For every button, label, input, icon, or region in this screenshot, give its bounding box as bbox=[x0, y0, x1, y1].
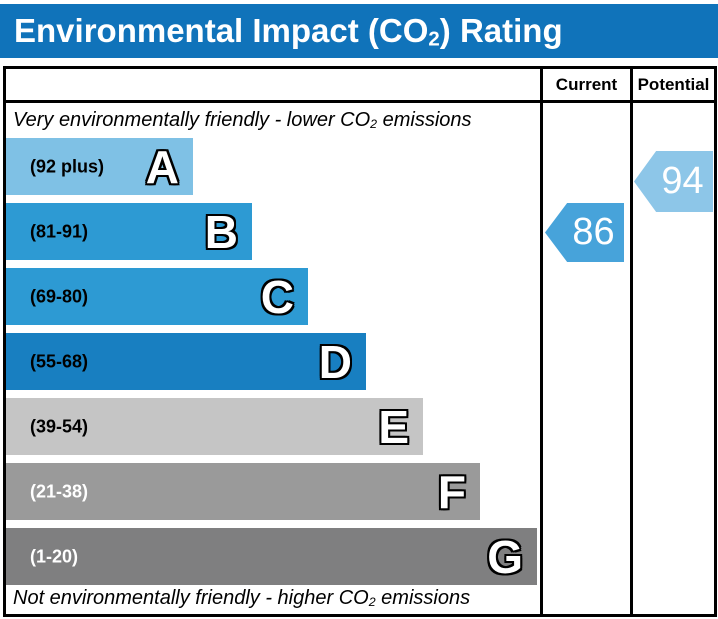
top-note-text: Very environmentally friendly - lower CO bbox=[13, 109, 371, 131]
band-letter: F bbox=[437, 465, 466, 518]
page-title: Environmental Impact (CO2) Rating bbox=[14, 4, 563, 58]
column-header-potential: Potential bbox=[637, 75, 710, 94]
bottom-note: Not environmentally friendly - higher CO… bbox=[13, 584, 470, 613]
band-letter: D bbox=[318, 335, 352, 388]
band-row-d: (55-68) D bbox=[6, 333, 366, 390]
top-note-suffix: emissions bbox=[377, 109, 472, 131]
band-range-label: (1-20) bbox=[30, 546, 79, 566]
title-bar: Environmental Impact (CO2) Rating bbox=[0, 4, 718, 58]
band-row-b: (81-91) B bbox=[6, 203, 252, 260]
band-range-label: (55-68) bbox=[30, 351, 89, 371]
band-letter: A bbox=[145, 140, 179, 193]
band-range-label: (92 plus) bbox=[30, 156, 105, 176]
page-title-text: Environmental Impact (CO bbox=[14, 12, 429, 49]
top-note-subscript: 2 bbox=[370, 117, 378, 132]
header-underline bbox=[3, 100, 717, 103]
band-range-label: (69-80) bbox=[30, 286, 89, 306]
potential-rating-value: 94 bbox=[661, 160, 704, 202]
band-letter: C bbox=[260, 270, 294, 323]
band-letter: B bbox=[204, 205, 238, 258]
column-divider-main-current bbox=[540, 66, 543, 617]
band-row-f: (21-38) F bbox=[6, 463, 480, 520]
page-title-suffix: ) Rating bbox=[439, 12, 563, 49]
column-header-current: Current bbox=[555, 75, 618, 94]
bottom-note-subscript: 2 bbox=[368, 595, 376, 610]
page-title-subscript: 2 bbox=[428, 27, 440, 51]
band-row-c: (69-80) C bbox=[6, 268, 308, 325]
bottom-note-suffix: emissions bbox=[375, 587, 471, 609]
band-range-label: (39-54) bbox=[30, 416, 89, 436]
rating-bands: (92 plus) A (81-91) B (69-80) C (55-68) … bbox=[6, 138, 540, 593]
band-letter: E bbox=[378, 400, 409, 453]
bottom-note-text: Not environmentally friendly - higher CO bbox=[13, 587, 369, 609]
band-row-e: (39-54) E bbox=[6, 398, 423, 455]
band-row-a: (92 plus) A bbox=[6, 138, 193, 195]
band-letter: G bbox=[487, 530, 523, 583]
column-divider-current-potential bbox=[630, 66, 633, 617]
rating-scale-cell: Very environmentally friendly - lower CO… bbox=[6, 103, 540, 614]
band-range-label: (21-38) bbox=[30, 481, 89, 501]
band-range-label: (81-91) bbox=[30, 221, 89, 241]
top-note: Very environmentally friendly - lower CO… bbox=[13, 104, 472, 137]
current-rating-value: 86 bbox=[572, 211, 615, 253]
band-row-g: (1-20) G bbox=[6, 528, 537, 585]
